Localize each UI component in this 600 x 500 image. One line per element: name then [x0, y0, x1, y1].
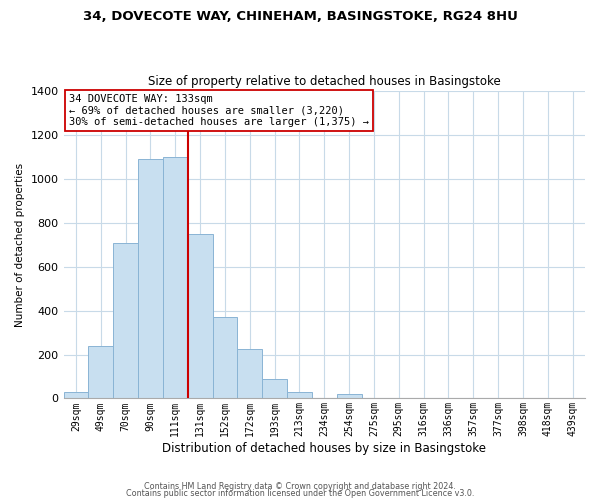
Text: 34, DOVECOTE WAY, CHINEHAM, BASINGSTOKE, RG24 8HU: 34, DOVECOTE WAY, CHINEHAM, BASINGSTOKE,… — [83, 10, 517, 23]
Text: Contains HM Land Registry data © Crown copyright and database right 2024.: Contains HM Land Registry data © Crown c… — [144, 482, 456, 491]
Bar — [113, 242, 138, 398]
Bar — [238, 349, 262, 399]
Bar — [88, 346, 113, 399]
Bar — [287, 392, 312, 398]
X-axis label: Distribution of detached houses by size in Basingstoke: Distribution of detached houses by size … — [162, 442, 486, 455]
Text: Contains public sector information licensed under the Open Government Licence v3: Contains public sector information licen… — [126, 488, 474, 498]
Bar — [337, 394, 362, 398]
Title: Size of property relative to detached houses in Basingstoke: Size of property relative to detached ho… — [148, 76, 500, 88]
Bar — [212, 317, 238, 398]
Text: 34 DOVECOTE WAY: 133sqm
← 69% of detached houses are smaller (3,220)
30% of semi: 34 DOVECOTE WAY: 133sqm ← 69% of detache… — [69, 94, 369, 128]
Bar — [262, 378, 287, 398]
Bar — [138, 159, 163, 398]
Bar — [188, 234, 212, 398]
Bar — [64, 392, 88, 398]
Bar — [163, 157, 188, 398]
Y-axis label: Number of detached properties: Number of detached properties — [15, 162, 25, 327]
